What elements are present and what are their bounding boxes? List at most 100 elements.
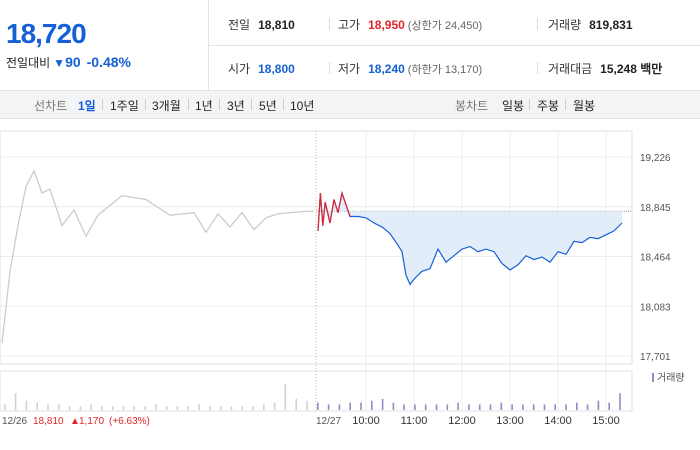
price-line-up-segment [333,199,339,213]
tab-5y[interactable]: 5년 [259,99,277,113]
y-axis: 19,226 18,845 18,464 18,083 17,701 [640,153,671,363]
volume-bar [219,406,222,410]
volume-bar [349,402,351,410]
volume-bar [165,406,168,410]
volume-legend-swatch [652,373,654,382]
volume-bar [360,402,362,410]
x-tick-label: 12/27 [316,416,341,427]
volume-bar [133,406,136,410]
volume-bar [263,404,265,410]
volume-bar [209,406,211,410]
volume-bar [565,404,567,410]
x-axis: 12/26 12/27 10:00 11:00 12:00 13:00 14:00 15:00 [2,415,620,427]
y-tick-label: 18,083 [640,302,671,313]
day-low: 저가 18,240 (하한가 13,170) [338,62,483,76]
y-tick-label: 17,701 [640,352,671,363]
volume-bar [424,404,427,410]
price-line-up-segment [341,192,351,217]
price-line-prev-day [1,169,314,344]
volume-bar [144,406,146,410]
prev-day-percent: (+6.63%) [109,416,150,427]
tab-1w[interactable]: 1주일 [110,99,139,113]
volume-bar [284,384,287,410]
intraday-chart: 19,226 18,845 18,464 18,083 17,701 거래량 12/26… [0,130,685,427]
volume-bar [317,402,319,410]
divider [208,45,700,46]
open-price: 시가 18,800 [228,62,295,76]
up-arrow-icon: ▲ [70,416,80,427]
divider [329,62,330,74]
x-tick-label: 10:00 [352,415,380,427]
day-high: 고가 18,950 (상한가 24,450) [338,18,483,32]
x-tick-label: 15:00 [592,415,620,427]
volume-bar [619,393,621,410]
price-line-up-segment [319,192,324,226]
volume-bar [90,404,92,410]
volume-bar [554,404,556,410]
x-tick-label: 14:00 [544,415,572,427]
volume-bar [500,402,503,410]
tab-3m[interactable]: 3개월 [152,99,181,113]
volume-bar [122,406,125,410]
prev-day-change: 1,170 [79,416,104,427]
volume-bar [586,404,589,410]
change-info: 전일대비 ▼90 -0.48% [6,54,131,71]
volume-bar [198,404,200,410]
price-fill-area [318,193,622,285]
prev-day-close: 18,810 [33,416,64,427]
volume-bar [478,404,481,410]
volume-bar [47,404,49,410]
tab-monthly-candle[interactable]: 월봉 [573,99,596,113]
tab-daily-candle[interactable]: 일봉 [502,99,525,113]
volume-bar [511,404,513,410]
candle-chart-label: 봉차트 [455,99,489,113]
y-tick-label: 18,845 [640,203,671,214]
volume-bar [295,398,297,410]
current-price: 18,720 [6,18,87,49]
tab-weekly-candle[interactable]: 주봉 [537,99,560,113]
volume-bar [230,406,233,410]
change-amount: 90 [65,54,81,70]
tab-10y[interactable]: 10년 [290,99,315,113]
volume-bar [25,400,28,410]
line-chart-label: 선차트 [34,99,68,113]
volume-bar [36,402,38,410]
tab-1d[interactable]: 1일 [78,99,96,113]
volume-bar [446,404,449,410]
volume-bar [306,400,308,410]
volume-bar [327,404,330,410]
volume-bar [101,406,103,410]
price-line-up-segment [324,202,331,224]
volume-bar [489,404,492,410]
prev-close: 전일 18,810 [228,18,295,32]
y-tick-label: 19,226 [640,153,671,164]
volume-bar [457,402,459,410]
tab-3y[interactable]: 3년 [227,99,245,113]
chart-tabs: 선차트 1일 1주일 3개월 1년 3년 5년 10년 봉차트 일봉 주봉 월봉 [0,91,700,119]
volume-bar [155,404,157,410]
quote-header: 18,720 전일대비 ▼90 -0.48% 전일 18,810 고가 18,950 (상… [0,0,700,91]
tab-1y[interactable]: 1년 [195,99,213,113]
volume-bars [4,384,621,410]
change-percent: -0.48% [86,54,131,70]
volume-bar [468,404,470,410]
volume-bar [252,406,254,410]
volume-bar [435,404,438,410]
volume-bar [176,406,179,410]
change-label: 전일대비 [6,56,51,70]
volume-bar [414,404,416,410]
divider [537,62,538,74]
volume-bar [532,404,535,410]
price-line-up-segment [337,192,343,213]
volume-bar [371,400,373,410]
price-line-up-segment [329,199,335,224]
volume-bar [576,402,578,410]
volume-bar [14,393,17,410]
divider [537,18,538,30]
volume-bar [273,402,276,410]
volume-bar [187,406,190,410]
turnover: 거래대금 15,248 백만 [548,62,663,76]
divider [329,18,330,30]
volume-legend-label: 거래량 [657,372,685,384]
x-tick-label: 11:00 [401,415,428,427]
